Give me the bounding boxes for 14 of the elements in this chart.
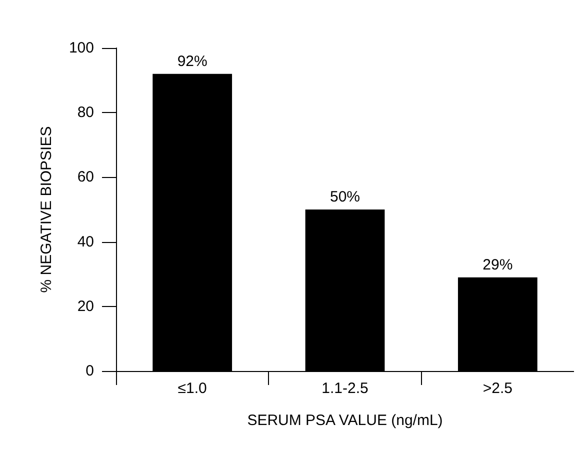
data-label: 92% [177,52,208,70]
y-tick-label: 80 [77,104,94,122]
data-label: 29% [482,256,513,274]
x-tick-label: ≤1.0 [178,380,207,397]
y-tick-label: 0 [86,362,94,380]
y-tick-label: 40 [77,233,94,250]
y-tick-label: 20 [77,298,94,315]
y-axis-title: % NEGATIVE BIOPSIES [38,126,55,293]
y-tick-label: 60 [77,168,94,186]
x-tick-label: >2.5 [482,380,512,397]
y-tick-label: 100 [68,40,94,56]
data-label: 50% [330,188,360,206]
x-axis-title: SERUM PSA VALUE (ng/mL) [247,412,443,429]
x-tick-label: 1.1-2.5 [322,380,368,397]
